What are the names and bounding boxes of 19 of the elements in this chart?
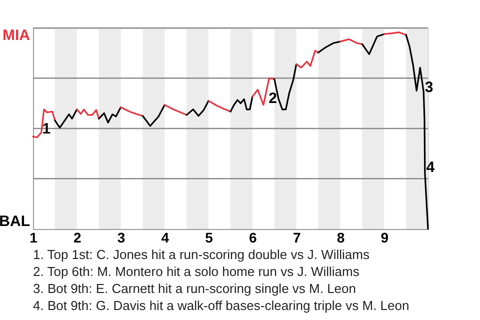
x-tick-label: 1 <box>30 230 38 246</box>
annotation: 3 <box>424 79 434 96</box>
annotation: 2 <box>268 90 278 107</box>
x-tick-label: 4 <box>161 230 170 246</box>
text: 4. Bot 9th: G. Davis hit a walk-off bases-clearing triple vs M. Leon <box>33 298 410 313</box>
x-tick-label: 9 <box>380 230 389 246</box>
x-tick-label: 8 <box>336 230 345 246</box>
x-tick-label: 2 <box>73 230 82 246</box>
text: 1. Top 1st: C. Jones hit a run-scoring double vs J. Williams <box>33 247 370 262</box>
text: BAL <box>0 213 30 230</box>
text: MIA <box>2 27 30 44</box>
annotation: 4 <box>426 159 436 176</box>
text: 2. Top 6th: M. Montero hit a solo home run vs J. Williams <box>33 264 360 279</box>
x-tick-label: 7 <box>292 230 301 246</box>
x-tick-label: 3 <box>117 230 126 246</box>
text: 3. Bot 9th: E. Carnett hit a run-scoring single vs M. Leon <box>33 281 356 296</box>
x-tick-label: 6 <box>249 230 258 246</box>
x-tick-label: 5 <box>205 230 214 246</box>
annotation: 1 <box>42 120 51 138</box>
